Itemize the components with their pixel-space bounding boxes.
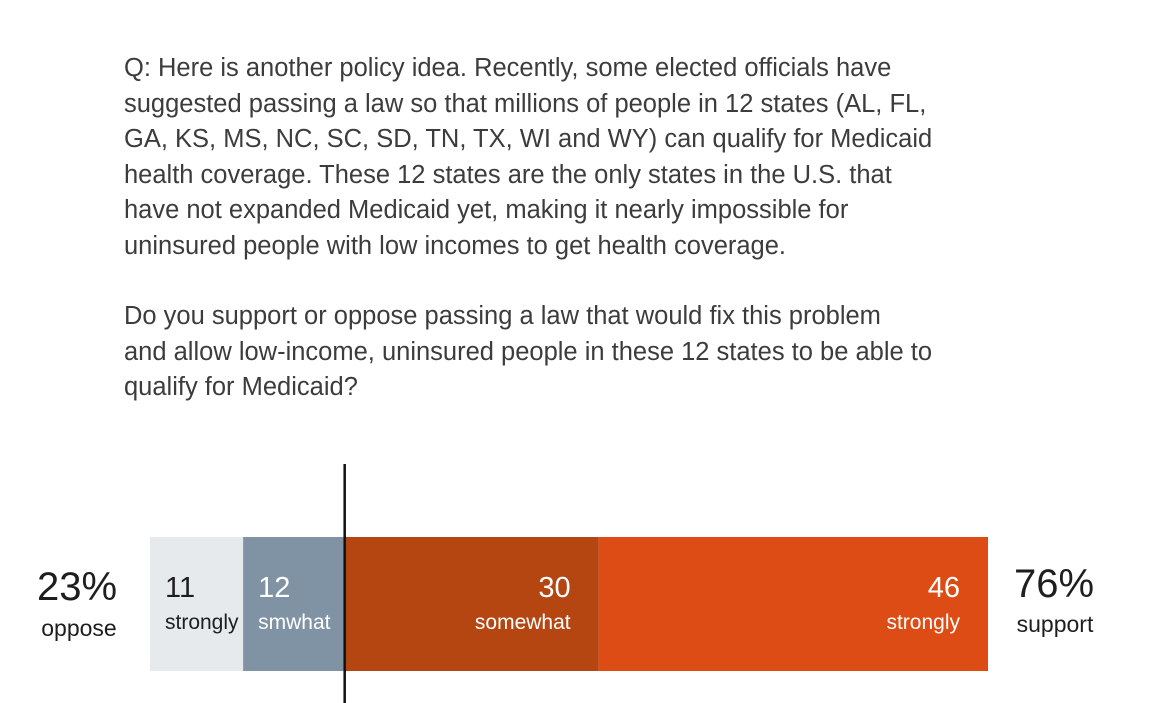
segment-value-support-somewhat: 30 bbox=[538, 572, 570, 604]
oppose-total-value: 23% bbox=[37, 565, 117, 609]
bar-segment-support-strongly bbox=[598, 537, 988, 671]
question-text: Q: Here is another policy idea. Recently… bbox=[124, 54, 933, 260]
support-total-value: 76% bbox=[1014, 562, 1094, 606]
bar-segment-support-somewhat bbox=[344, 537, 599, 671]
segment-value-oppose-strongly: 11 bbox=[165, 572, 195, 604]
bar-segment-oppose-strongly bbox=[150, 537, 244, 671]
bar-segment-oppose-smwhat bbox=[243, 537, 345, 671]
segment-label-oppose-strongly: strongly bbox=[165, 611, 239, 634]
segment-value-oppose-smwhat: 12 bbox=[258, 572, 290, 604]
support-total-label: support bbox=[1017, 611, 1094, 637]
segment-label-support-strongly: strongly bbox=[886, 611, 960, 634]
oppose-total-label: oppose bbox=[41, 615, 116, 641]
segment-label-support-somewhat: somewhat bbox=[475, 611, 571, 634]
bar-segments bbox=[150, 537, 988, 671]
segment-labels: 11 strongly 12 smwhat 30 somewhat 46 strongly bbox=[165, 572, 960, 634]
segment-value-support-strongly: 46 bbox=[928, 572, 960, 604]
question-ask: Do you support or oppose passing a law t… bbox=[124, 302, 933, 401]
segment-label-oppose-smwhat: smwhat bbox=[258, 611, 331, 634]
question-block: Q: Here is another policy idea. Recently… bbox=[124, 51, 1104, 406]
